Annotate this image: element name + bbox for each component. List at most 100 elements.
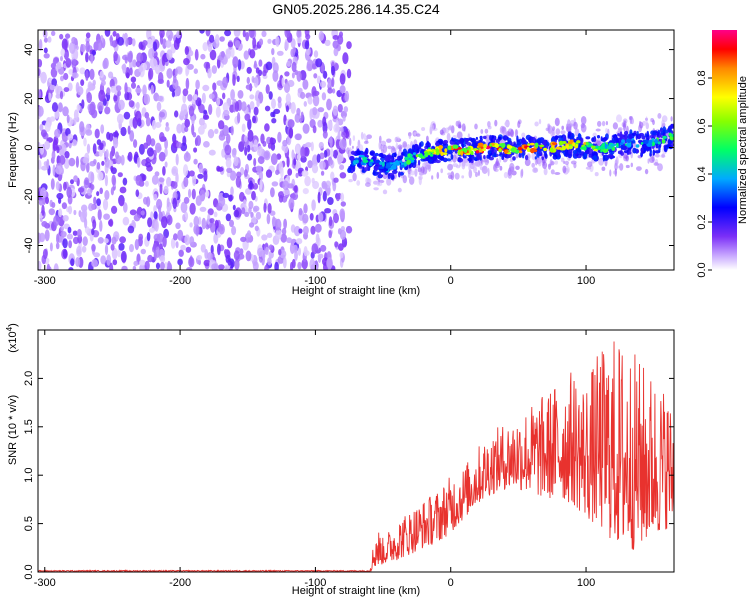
signal-halo (580, 116, 587, 125)
noise-blob (159, 111, 166, 118)
signal-core (498, 148, 502, 153)
signal-core (381, 162, 385, 167)
signal-core (644, 139, 649, 144)
signal-core (539, 144, 545, 148)
noise-blob (251, 75, 255, 83)
noise-blob (56, 192, 64, 200)
noise-blob (198, 125, 205, 135)
noise-blob (73, 209, 77, 216)
noise-blob (246, 76, 250, 85)
noise-blob (113, 51, 118, 62)
noise-blob (57, 102, 63, 113)
noise-blob (92, 79, 96, 86)
noise-blob (164, 138, 169, 150)
signal-core (513, 147, 517, 153)
noise-blob (266, 232, 273, 238)
signal-halo (378, 141, 382, 150)
noise-blob (125, 72, 130, 79)
y-tick-label: 2.0 (23, 371, 35, 386)
noise-blob (196, 254, 203, 261)
signal-core (378, 166, 385, 169)
noise-blob (317, 191, 321, 204)
noise-blob (260, 133, 265, 144)
signal-core (595, 145, 599, 149)
noise-blob (319, 160, 326, 170)
noise-blob (97, 101, 104, 112)
noise-blob (104, 157, 110, 168)
signal-core (567, 145, 574, 150)
noise-blob (98, 149, 103, 157)
noise-blob (195, 225, 199, 237)
noise-blob (332, 88, 336, 94)
noise-blob (313, 50, 319, 58)
noise-blob (332, 35, 339, 40)
signal-halo (454, 172, 460, 180)
signal-halo (625, 154, 629, 162)
noise-blob (176, 123, 183, 134)
noise-blob (312, 63, 317, 70)
signal-halo (351, 145, 354, 149)
noise-blob (135, 101, 140, 110)
signal-core (462, 147, 465, 151)
noise-blob (132, 265, 137, 270)
noise-blob (112, 30, 117, 37)
signal-halo (431, 175, 434, 180)
noise-blob (99, 220, 103, 232)
noise-blob (305, 142, 312, 148)
spectrogram-y-ticks: -40 -20 0 20 40 (23, 43, 674, 253)
noise-blob (253, 76, 259, 88)
noise-blob (249, 101, 255, 110)
signal-band (662, 132, 666, 137)
signal-halo (487, 125, 492, 130)
signal-band (470, 154, 475, 159)
signal-band (557, 153, 561, 158)
snr-x-ticks: -300 -200 -100 0 100 (34, 330, 595, 589)
signal-band (475, 136, 478, 140)
noise-blob (188, 50, 194, 57)
snr-background (38, 330, 674, 572)
noise-blob (132, 59, 137, 68)
signal-band (407, 148, 414, 155)
noise-blob (285, 105, 289, 113)
noise-blob (60, 55, 63, 62)
noise-blob (108, 71, 114, 79)
noise-blob (231, 225, 237, 236)
noise-blob (337, 118, 344, 126)
noise-blob (253, 106, 259, 116)
signal-core (438, 145, 444, 150)
noise-blob (55, 181, 60, 191)
noise-blob (275, 218, 282, 231)
noise-blob (301, 258, 308, 270)
noise-blob (333, 47, 339, 57)
noise-blob (284, 30, 291, 38)
signal-halo (661, 119, 665, 127)
noise-blob (330, 159, 333, 166)
noise-blob (207, 213, 211, 225)
signal-band (498, 136, 502, 140)
noise-blob (214, 219, 219, 229)
signal-band (457, 156, 462, 162)
noise-blob (217, 166, 224, 172)
signal-halo (509, 166, 515, 172)
noise-blob (282, 256, 287, 269)
noise-blob (265, 61, 273, 71)
noise-blob (111, 40, 118, 48)
signal-band (435, 159, 441, 164)
noise-blob (118, 243, 125, 251)
noise-blob (291, 72, 295, 79)
noise-blob (319, 80, 327, 88)
noise-blob (110, 165, 114, 172)
colorbar-tick-label: 0.0 (696, 262, 708, 277)
signal-core (551, 142, 558, 146)
noise-blob (247, 129, 254, 142)
noise-blob (186, 267, 193, 270)
noise-blob (258, 59, 263, 67)
signal-halo (615, 156, 619, 166)
noise-blob (142, 40, 148, 46)
noise-blob (265, 246, 269, 256)
noise-blob (53, 215, 60, 226)
signal-band (417, 159, 421, 166)
noise-blob (248, 30, 255, 38)
noise-blob (329, 135, 333, 148)
signal-halo (567, 119, 571, 128)
